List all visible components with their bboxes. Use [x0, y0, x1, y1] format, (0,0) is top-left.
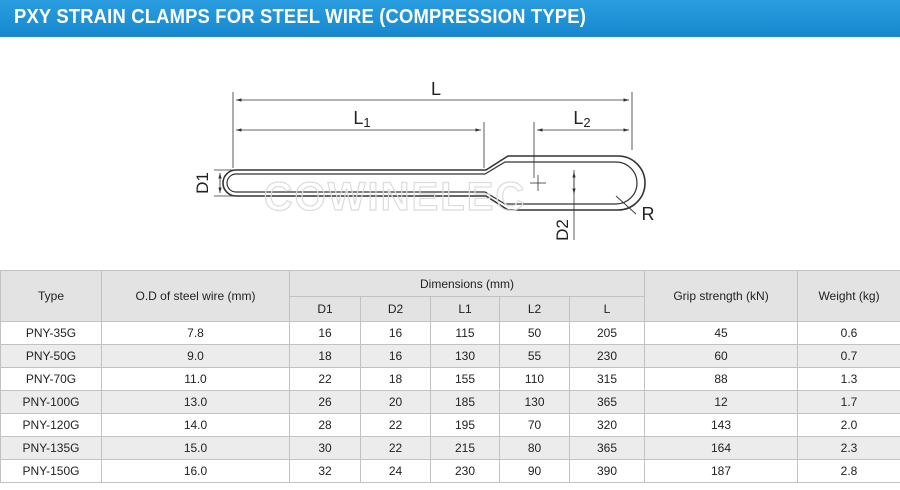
cell-l2: 55 [499, 344, 570, 368]
cell-l: 315 [568, 367, 646, 391]
clamp-outline [222, 155, 646, 211]
header-l1: L1 [430, 296, 500, 322]
specifications-table: Type O.D of steel wire (mm) Dimensions (… [0, 270, 900, 483]
cell-d2: 24 [360, 459, 431, 483]
cell-type: PNY-135G [0, 436, 102, 460]
cell-weight: 2.8 [797, 459, 900, 483]
cell-d1: 30 [289, 436, 361, 460]
cell-d1: 18 [289, 344, 361, 368]
cell-l1: 130 [430, 344, 500, 368]
dimension-l1 [236, 122, 485, 168]
cell-d1: 22 [289, 367, 361, 391]
cell-l: 390 [568, 459, 646, 483]
cell-type: PNY-50G [0, 344, 102, 368]
cell-od: 11.0 [101, 367, 290, 391]
cell-grip: 164 [644, 436, 799, 460]
cell-l: 320 [568, 413, 646, 437]
label-d2: D2 [553, 219, 572, 241]
cell-l1: 155 [430, 367, 500, 391]
header-dimensions: Dimensions (mm) [288, 270, 646, 297]
header-d2: D2 [360, 296, 431, 322]
cell-type: PNY-120G [0, 413, 102, 437]
label-l2: L2 [573, 108, 590, 130]
cell-l2: 90 [499, 459, 570, 483]
cell-l2: 80 [499, 436, 570, 460]
cell-weight: 2.3 [797, 436, 900, 460]
cell-d2: 16 [360, 321, 431, 345]
title-banner: PXY STRAIN CLAMPS FOR STEEL WIRE (COMPRE… [0, 0, 900, 37]
header-d1: D1 [289, 296, 361, 322]
cell-weight: 2.0 [797, 413, 900, 437]
dimension-l [232, 92, 633, 168]
cell-od: 14.0 [101, 413, 290, 437]
label-l1: L1 [353, 108, 370, 130]
header-od: O.D of steel wire (mm) [101, 270, 290, 322]
cell-grip: 45 [644, 321, 799, 345]
cell-d1: 16 [289, 321, 361, 345]
cell-d2: 18 [360, 367, 431, 391]
table-row: PNY-100G 13.0 26 20 185 130 365 12 1.7 [0, 390, 900, 414]
label-d1: D1 [193, 172, 212, 194]
cell-weight: 0.7 [797, 344, 900, 368]
cell-d1: 28 [289, 413, 361, 437]
technical-drawing: COWINELEC L L1 L2 D1 [0, 37, 900, 270]
header-weight: Weight (kg) [797, 270, 900, 322]
cell-l1: 215 [430, 436, 500, 460]
label-l: L [431, 79, 441, 99]
dimension-d1 [214, 169, 234, 197]
table-row: PNY-35G 7.8 16 16 115 50 205 45 0.6 [0, 321, 900, 345]
table-row: PNY-135G 15.0 30 22 215 80 365 164 2.3 [0, 436, 900, 460]
cell-od: 7.8 [101, 321, 290, 345]
page-title: PXY STRAIN CLAMPS FOR STEEL WIRE (COMPRE… [14, 6, 587, 28]
table-row: PNY-70G 11.0 22 18 155 110 315 88 1.3 [0, 367, 900, 391]
cell-grip: 60 [644, 344, 799, 368]
dimension-l2 [533, 122, 629, 178]
cell-od: 16.0 [101, 459, 290, 483]
table-row: PNY-150G 16.0 32 24 230 90 390 187 2.8 [0, 459, 900, 483]
cell-l: 365 [568, 436, 646, 460]
radius-leader [615, 195, 637, 215]
cell-weight: 1.3 [797, 367, 900, 391]
label-r: R [642, 204, 655, 224]
cell-d2: 22 [360, 413, 431, 437]
cell-weight: 1.7 [797, 390, 900, 414]
cell-l2: 70 [499, 413, 570, 437]
cell-grip: 88 [644, 367, 799, 391]
cell-l2: 130 [499, 390, 570, 414]
cell-l: 205 [568, 321, 646, 345]
cell-type: PNY-70G [0, 367, 102, 391]
clamp-diagram: COWINELEC L L1 L2 D1 [193, 79, 655, 241]
cell-grip: 143 [644, 413, 799, 437]
cell-od: 13.0 [101, 390, 290, 414]
table-row: PNY-50G 9.0 18 16 130 55 230 60 0.7 [0, 344, 900, 368]
cell-l2: 110 [499, 367, 570, 391]
watermark-text: COWINELEC [264, 175, 526, 219]
cell-type: PNY-150G [0, 459, 102, 483]
cell-d1: 32 [289, 459, 361, 483]
cell-od: 15.0 [101, 436, 290, 460]
cell-d2: 16 [360, 344, 431, 368]
cell-d1: 26 [289, 390, 361, 414]
cell-l1: 195 [430, 413, 500, 437]
cell-l2: 50 [499, 321, 570, 345]
table-row: PNY-120G 14.0 28 22 195 70 320 143 2.0 [0, 413, 900, 437]
cell-type: PNY-35G [0, 321, 102, 345]
cell-grip: 12 [644, 390, 799, 414]
cell-d2: 22 [360, 436, 431, 460]
cell-od: 9.0 [101, 344, 290, 368]
header-type: Type [0, 270, 102, 322]
cell-l: 230 [568, 344, 646, 368]
cell-l1: 185 [430, 390, 500, 414]
header-l: L [568, 296, 646, 322]
cell-type: PNY-100G [0, 390, 102, 414]
cell-d2: 20 [360, 390, 431, 414]
header-l2: L2 [499, 296, 570, 322]
header-grip-strength: Grip strength (kN) [644, 270, 799, 322]
cell-l1: 230 [430, 459, 500, 483]
cell-weight: 0.6 [797, 321, 900, 345]
cell-l1: 115 [430, 321, 500, 345]
cell-grip: 187 [644, 459, 799, 483]
cell-l: 365 [568, 390, 646, 414]
